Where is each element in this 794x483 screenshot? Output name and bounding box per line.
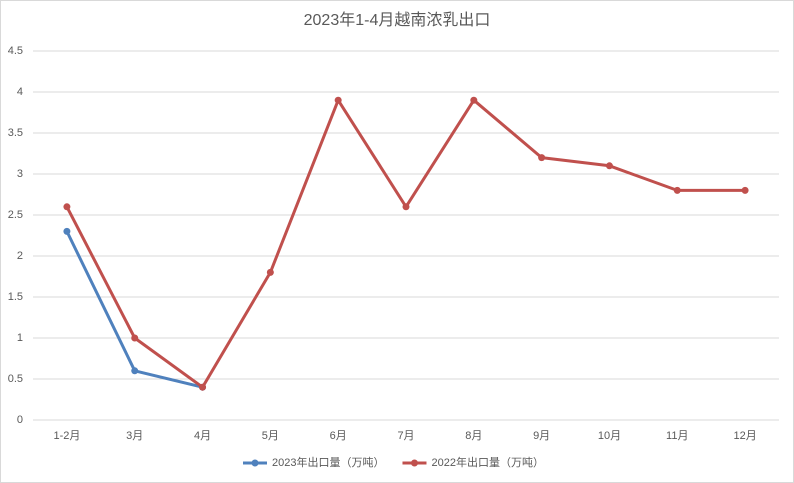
chart-title: 2023年1-4月越南浓乳出口 — [304, 11, 491, 29]
point — [470, 96, 478, 104]
point — [538, 154, 546, 162]
point — [605, 162, 613, 170]
x-tick-label: 5月 — [262, 430, 279, 442]
x-tick-label: 9月 — [533, 430, 550, 442]
x-tick-label: 11月 — [666, 430, 688, 442]
point — [63, 203, 71, 211]
point — [402, 203, 410, 211]
x-tick-label: 10月 — [598, 430, 621, 442]
y-tick-label: 1 — [17, 332, 23, 344]
x-tick-label: 7月 — [397, 430, 414, 442]
point — [131, 367, 139, 375]
point — [334, 96, 342, 104]
point — [63, 227, 71, 235]
y-tick-label: 2.5 — [8, 209, 23, 221]
x-tick-label: 8月 — [465, 430, 482, 442]
x-tick-label: 3月 — [126, 430, 143, 442]
point — [199, 383, 207, 391]
x-tick-label: 12月 — [733, 430, 756, 442]
y-tick-label: 3.5 — [8, 127, 23, 139]
y-tick-label: 0 — [17, 414, 23, 426]
y-tick-label: 0.5 — [8, 373, 23, 385]
y-tick-label: 4.5 — [8, 45, 23, 57]
point — [266, 268, 274, 276]
point — [741, 186, 749, 194]
legend-marker — [251, 459, 259, 467]
x-tick-label: 4月 — [194, 430, 211, 442]
legend-label: 2022年出口量（万吨） — [431, 455, 543, 469]
point — [131, 334, 139, 342]
point — [673, 186, 681, 194]
legend-label: 2023年出口量（万吨） — [272, 455, 384, 469]
x-tick-label: 1-2月 — [53, 430, 80, 442]
y-tick-label: 3 — [17, 168, 23, 180]
legend-marker — [410, 459, 418, 467]
y-tick-label: 4 — [17, 86, 23, 98]
y-tick-label: 1.5 — [8, 291, 23, 303]
y-tick-label: 2 — [17, 250, 23, 262]
x-tick-label: 6月 — [330, 430, 347, 442]
